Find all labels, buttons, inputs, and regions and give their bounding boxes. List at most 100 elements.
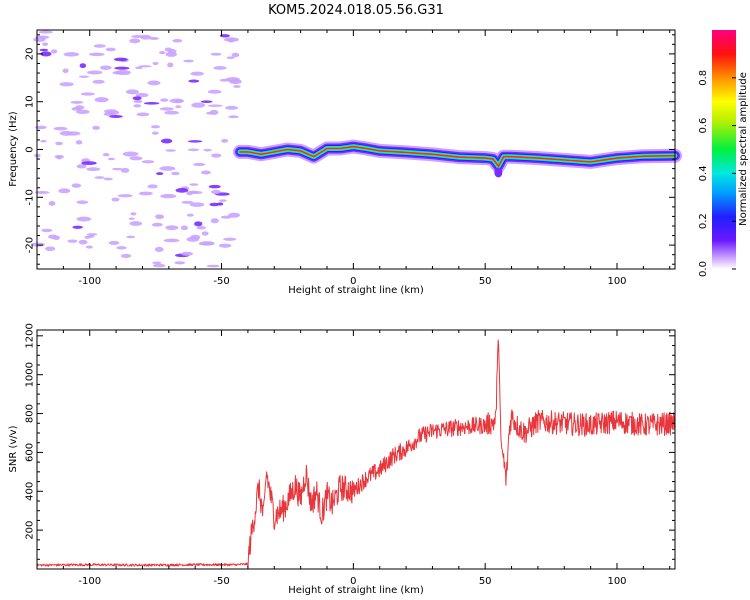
snr-series-line bbox=[36, 339, 676, 569]
noise-blob bbox=[34, 190, 50, 194]
noise-blob bbox=[186, 236, 200, 242]
noise-blob bbox=[165, 225, 179, 231]
noise-blob bbox=[165, 51, 178, 57]
noise-blob bbox=[55, 141, 63, 146]
noise-blob bbox=[133, 104, 142, 108]
noise-blob bbox=[223, 237, 237, 241]
x-tick-label: 0 bbox=[350, 276, 356, 287]
noise-blob bbox=[129, 38, 141, 44]
noise-blob bbox=[151, 131, 159, 135]
noise-blob bbox=[92, 79, 105, 84]
noise-blob bbox=[109, 114, 123, 118]
noise-blob bbox=[111, 197, 120, 202]
noise-blob bbox=[210, 52, 222, 56]
noise-blob bbox=[160, 98, 169, 102]
spectrogram-y-ticks: -20 -10 0 10 20 bbox=[25, 34, 675, 265]
noise-blob bbox=[208, 184, 221, 189]
noise-blob bbox=[201, 170, 211, 175]
y-tick-label: 200 bbox=[25, 521, 36, 540]
y-tick-label: 20 bbox=[25, 48, 36, 61]
noise-blob bbox=[99, 65, 112, 70]
noise-blob bbox=[72, 225, 83, 229]
noise-blob bbox=[163, 238, 180, 243]
noise-blob bbox=[165, 149, 177, 152]
noise-blob bbox=[108, 240, 120, 245]
noise-blob bbox=[169, 98, 184, 104]
snr-y-ticks: 200 400 600 800 1000 1200 bbox=[25, 323, 675, 570]
noise-blob bbox=[151, 222, 163, 227]
noise-blob bbox=[189, 202, 205, 207]
noise-blob bbox=[199, 241, 215, 246]
noise-blob bbox=[85, 245, 93, 249]
noise-blob bbox=[209, 202, 220, 207]
colorbar-tick-label: 0.8 bbox=[698, 70, 709, 86]
noise-blob bbox=[128, 217, 135, 220]
noise-blob bbox=[103, 177, 113, 181]
snr-x-ticks: -100 -50 0 50 100 bbox=[36, 330, 671, 587]
y-tick-label: 0 bbox=[25, 146, 36, 152]
noise-blob bbox=[200, 100, 213, 103]
noise-blob bbox=[53, 126, 68, 131]
noise-blob bbox=[141, 160, 155, 164]
y-tick-label: 600 bbox=[25, 443, 36, 462]
noise-blob bbox=[48, 234, 58, 239]
noise-blob bbox=[51, 49, 58, 54]
noise-blob bbox=[71, 107, 82, 111]
noise-blob bbox=[86, 70, 103, 75]
noise-blob bbox=[180, 225, 188, 231]
noise-blob bbox=[181, 251, 193, 256]
noise-blob bbox=[228, 212, 240, 218]
noise-blob bbox=[92, 125, 100, 130]
noise-blob bbox=[206, 264, 220, 268]
noise-blob bbox=[133, 99, 143, 103]
noise-blob bbox=[42, 42, 49, 46]
noise-blob bbox=[40, 51, 52, 57]
x-tick-label: -100 bbox=[78, 576, 101, 587]
noise-blob bbox=[181, 200, 194, 204]
y-tick-label: -10 bbox=[25, 189, 36, 205]
noise-blob bbox=[201, 231, 209, 236]
snr-y-label: SNR (v/v) bbox=[8, 425, 19, 472]
x-tick-label: -50 bbox=[213, 576, 229, 587]
x-tick-label: 100 bbox=[607, 576, 626, 587]
noise-blob bbox=[194, 221, 203, 227]
x-tick-label: 50 bbox=[479, 276, 492, 287]
noise-blob bbox=[116, 246, 127, 250]
noise-blob bbox=[159, 107, 174, 111]
noise-blob bbox=[218, 243, 232, 248]
noise-blob bbox=[187, 148, 200, 152]
noise-blob bbox=[76, 109, 90, 114]
noise-blob bbox=[86, 233, 98, 236]
noise-blob bbox=[120, 253, 132, 259]
noise-blob bbox=[125, 89, 139, 95]
noise-blob bbox=[79, 63, 87, 69]
noise-blob bbox=[228, 115, 240, 119]
noise-blob bbox=[188, 79, 200, 83]
noise-blob bbox=[164, 110, 180, 115]
noise-blob bbox=[106, 110, 120, 116]
noise-blob bbox=[76, 216, 92, 222]
noise-blob bbox=[143, 102, 160, 105]
noise-blob bbox=[219, 34, 230, 38]
noise-blob bbox=[211, 189, 221, 194]
noise-blob bbox=[93, 44, 106, 48]
noise-blob bbox=[132, 96, 142, 101]
noise-blob bbox=[225, 105, 239, 110]
noise-blob bbox=[196, 225, 206, 230]
noise-blob bbox=[219, 78, 229, 82]
noise-blob bbox=[207, 89, 222, 94]
spectrogram-y-label: Frequency (Hz) bbox=[8, 111, 19, 187]
noise-blob bbox=[94, 97, 109, 103]
noise-blob bbox=[70, 100, 84, 104]
signal-track-layer bbox=[233, 139, 682, 178]
noise-blob bbox=[58, 188, 71, 194]
colorbar-label: Normalized spectral amplitude bbox=[738, 72, 749, 226]
noise-blob bbox=[40, 139, 47, 143]
noise-blob bbox=[135, 66, 143, 70]
noise-blob bbox=[217, 202, 224, 206]
noise-blob bbox=[152, 263, 166, 268]
noise-blob bbox=[130, 212, 137, 216]
noise-blob bbox=[78, 75, 90, 78]
